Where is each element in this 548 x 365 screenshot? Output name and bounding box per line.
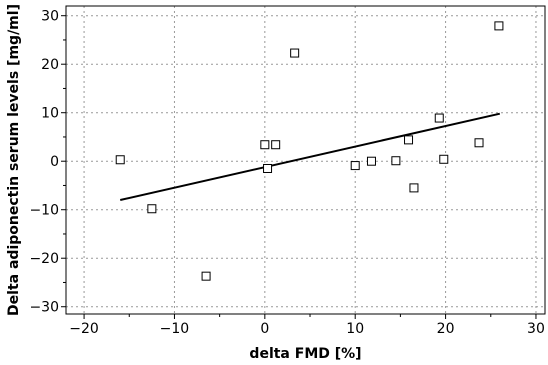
x-tick-label: −10: [160, 321, 190, 337]
data-point: [201, 271, 211, 281]
x-tick-label: 30: [527, 321, 545, 337]
x-tick-labels: −20 −10 0 10 20 30: [69, 321, 545, 337]
y-tick-label: −30: [29, 300, 59, 316]
data-point: [434, 113, 444, 123]
y-tick-label: 20: [41, 57, 59, 73]
grid-lines: [66, 6, 545, 314]
data-point: [290, 48, 300, 58]
data-point: [115, 155, 125, 165]
data-point: [260, 140, 270, 150]
trendline-group: [120, 112, 501, 201]
y-tick-labels: −30 −20 −10 0 10 20 30: [29, 9, 59, 316]
x-axis-title: delta FMD [%]: [249, 346, 361, 362]
data-point: [409, 183, 419, 193]
y-tick-label: −20: [29, 251, 59, 267]
data-point: [271, 140, 281, 150]
y-tick-label: 30: [41, 9, 59, 25]
plot-frame: [65, 5, 546, 315]
data-point: [263, 163, 273, 173]
data-point: [474, 138, 484, 148]
data-point: [494, 21, 504, 31]
y-tick-label: −10: [29, 203, 59, 219]
data-point: [350, 161, 360, 171]
axis-ticks: [61, 15, 537, 319]
data-point: [404, 135, 414, 145]
x-tick-label: 10: [346, 321, 364, 337]
y-tick-label: 0: [50, 154, 59, 170]
x-tick-label: 0: [260, 321, 269, 337]
y-tick-label: 10: [41, 106, 59, 122]
data-point: [391, 156, 401, 166]
y-axis-title: Delta adiponectin serum levels [mg/ml]: [6, 4, 22, 316]
trendline: [120, 112, 501, 201]
x-tick-label: 20: [437, 321, 455, 337]
data-point: [366, 156, 376, 166]
data-point: [147, 204, 157, 214]
data-points: [115, 21, 504, 281]
x-tick-label: −20: [69, 321, 99, 337]
data-point: [439, 154, 449, 164]
